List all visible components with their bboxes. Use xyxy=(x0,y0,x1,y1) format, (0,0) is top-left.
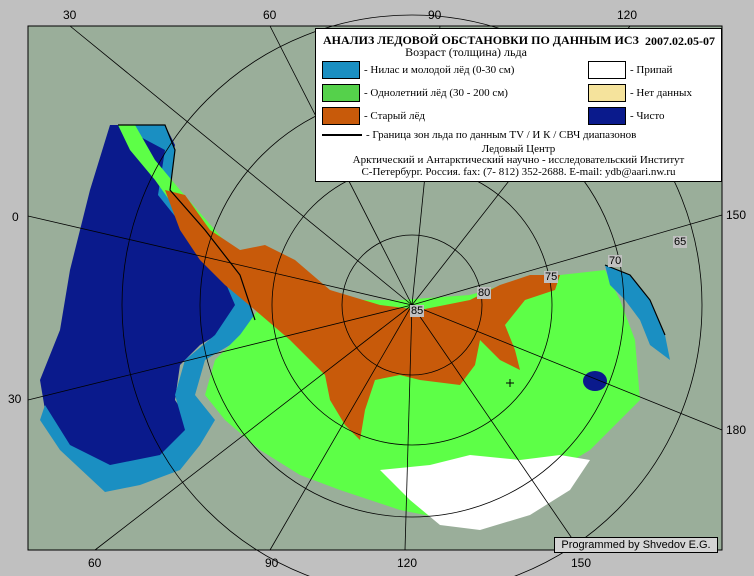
legend-swatch xyxy=(322,107,360,125)
legend-swatch xyxy=(322,61,360,79)
org-name: Ледовый Центр xyxy=(481,143,556,155)
fast-ice xyxy=(380,455,590,530)
lat-label: 65 xyxy=(673,236,688,248)
lon-tick-left: 0 xyxy=(12,210,19,224)
legend-swatch xyxy=(588,107,626,125)
lat-label: 80 xyxy=(477,287,492,299)
young-ice-east xyxy=(605,265,670,360)
legend-label: - Припай xyxy=(630,64,673,76)
lon-tick-top: 30 xyxy=(63,8,77,22)
lon-tick-bottom: 60 xyxy=(88,556,102,570)
legend-panel: АНАЛИЗ ЛЕДОВОЙ ОБСТАНОВКИ ПО ДАННЫМ ИСЗ … xyxy=(315,28,722,182)
lon-tick-left: 30 xyxy=(8,392,22,406)
legend-item-fast-ice: - Припай xyxy=(588,60,672,80)
lon-tick-top: 90 xyxy=(428,8,442,22)
ice-boundary-line xyxy=(604,264,666,336)
legend-item-open-water: - Чисто xyxy=(588,106,665,126)
legend-subtitle: Возраст (толщина) льда xyxy=(405,45,527,59)
legend-item-young-ice: - Нилас и молодой лёд (0-30 см) xyxy=(322,60,514,80)
lat-label: 75 xyxy=(544,271,559,283)
legend-label: - Нилас и молодой лёд (0-30 см) xyxy=(364,64,515,76)
legend-boundary-line xyxy=(322,134,362,136)
lon-tick-bottom: 90 xyxy=(265,556,279,570)
org-institute: Арктический и Антарктический научно - ис… xyxy=(352,154,685,166)
legend-item-first-year-ice: - Однолетний лёд (30 - 200 см) xyxy=(322,83,508,103)
lat-label: 85 xyxy=(410,305,425,317)
open-water-east xyxy=(583,371,607,391)
open-water-region xyxy=(40,125,240,475)
lat-label: 70 xyxy=(608,255,623,267)
lon-tick-top: 120 xyxy=(617,8,638,22)
org-contact: С-Петербург. Россия. fax: (7- 812) 352-2… xyxy=(361,166,676,178)
ice-boundary-line xyxy=(118,124,256,321)
legend-label: - Старый лёд xyxy=(364,110,425,122)
legend-label: - Нет данных xyxy=(630,87,692,99)
legend-boundary: - Граница зон льда по данным TV / И К / … xyxy=(322,129,636,141)
lon-tick-bottom: 150 xyxy=(571,556,592,570)
legend-title: АНАЛИЗ ЛЕДОВОЙ ОБСТАНОВКИ ПО ДАННЫМ ИСЗ xyxy=(323,33,639,47)
legend-swatch xyxy=(588,61,626,79)
credit-label: Programmed by Shvedov E.G. xyxy=(554,537,718,553)
pole-marker xyxy=(506,379,514,387)
legend-swatch xyxy=(322,84,360,102)
lon-tick-right: 180 xyxy=(726,423,747,437)
lon-tick-top: 60 xyxy=(263,8,277,22)
legend-boundary-label: - Граница зон льда по данным TV / И К / … xyxy=(366,129,637,141)
legend-item-no-data: - Нет данных xyxy=(588,83,692,103)
legend-item-old-ice: - Старый лёд xyxy=(322,106,425,126)
lon-tick-bottom: 120 xyxy=(397,556,418,570)
lon-tick-right: 150 xyxy=(726,208,747,222)
legend-date: 2007.02.05-07 xyxy=(645,34,715,48)
legend-label: - Однолетний лёд (30 - 200 см) xyxy=(364,87,508,99)
legend-label: - Чисто xyxy=(630,110,665,122)
legend-swatch xyxy=(588,84,626,102)
